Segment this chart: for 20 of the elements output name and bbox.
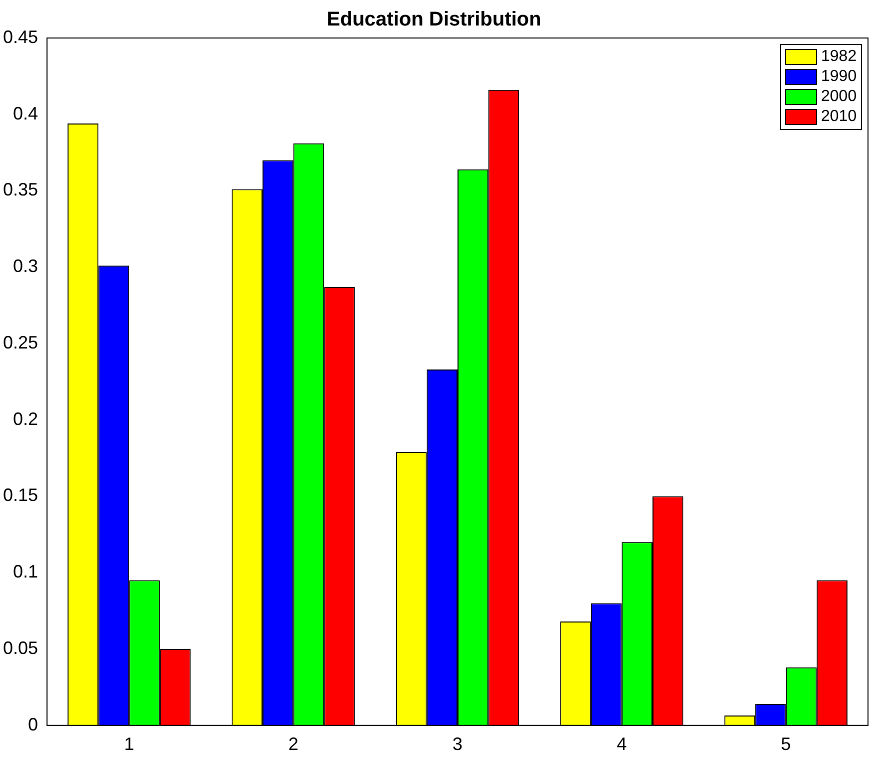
legend-label: 2000 [821, 87, 857, 107]
chart-title: Education Distribution [326, 8, 542, 31]
legend-label: 2010 [821, 107, 857, 127]
y-tick-label: 0.25 [2, 332, 38, 352]
legend-label: 1990 [821, 67, 857, 87]
y-tick-label: 0.2 [13, 408, 38, 429]
y-tick-label: 0.05 [2, 638, 38, 658]
y-tick-label: 0.4 [13, 103, 38, 124]
y-tick-label: 0.1 [13, 562, 38, 582]
legend-label: 1982 [821, 47, 857, 67]
y-tick-label: 0.3 [13, 256, 38, 276]
x-tick-label: 5 [780, 734, 791, 754]
x-tick-label: 2 [288, 734, 298, 754]
y-tick-label: 0.15 [2, 485, 38, 506]
x-tick-label: 4 [616, 734, 627, 754]
y-tick-label: 0.35 [2, 180, 38, 200]
x-tick-label: 1 [124, 734, 134, 754]
x-tick-label: 3 [452, 734, 463, 754]
y-tick-label: 0.45 [2, 26, 38, 47]
y-tick-label: 0 [28, 714, 38, 734]
